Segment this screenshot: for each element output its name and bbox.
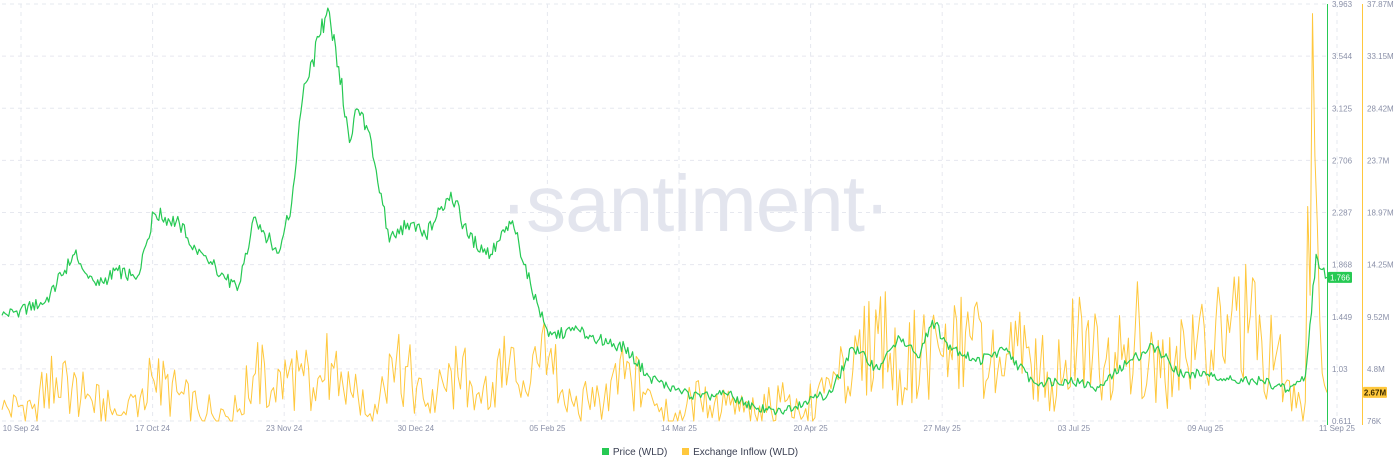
inflow-series-layer: [1, 13, 1328, 422]
inflow-current-badge: [1363, 386, 1387, 398]
chart-canvas: ·santiment· 3.963 37.87M 3.544 33.15M 3.125 2…: [1, 0, 1394, 433]
price-swatch: [601, 447, 609, 455]
x-axis-tick: 14 Mar 25: [661, 424, 698, 433]
inflow-axis-tick: 33.15M: [1367, 52, 1394, 61]
x-axis-tick: 30 Dec 24: [398, 424, 435, 433]
price-axis-tick: 3.963: [1332, 0, 1353, 9]
chart-grid: [2, 3, 1338, 422]
x-axis-tick: 09 Aug 25: [1187, 424, 1224, 433]
price-axis-tick: 3.125: [1332, 104, 1353, 113]
legend-price-label: Price (WLD): [612, 447, 668, 458]
price-current-value: 1.766: [1330, 273, 1351, 282]
x-axis-tick: 17 Oct 24: [135, 424, 170, 433]
inflow-swatch: [682, 447, 690, 455]
inflow-axis-tick: 14.25M: [1367, 261, 1394, 270]
price-axis-tick: 1.449: [1332, 313, 1353, 322]
x-axis-tick: 03 Jul 25: [1058, 424, 1091, 433]
legend-item-price[interactable]: Price (WLD): [601, 447, 668, 458]
inflow-axis-tick: 23.7M: [1367, 156, 1390, 165]
x-axis-tick: 10 Sep 24: [3, 424, 40, 433]
x-axis-tick: 23 Nov 24: [266, 424, 303, 433]
inflow-axis-tick: 9.52M: [1367, 313, 1390, 322]
price-axis-tick: 2.706: [1332, 156, 1353, 165]
x-axis-tick: 11 Sep 25: [1319, 424, 1355, 433]
inflow-axis-tick: 76K: [1367, 417, 1382, 426]
price-series-layer: [1, 7, 1328, 416]
inflow-axis-tick: 18.97M: [1367, 209, 1394, 218]
price-axis-tick: 0.611: [1332, 417, 1352, 426]
legend-inflow-label: Exchange Inflow (WLD): [693, 447, 799, 458]
santiment-watermark: ·santiment·: [500, 159, 889, 248]
inflow-current-value: 2.67M: [1364, 388, 1387, 397]
inflow-axis-tick: 4.8M: [1367, 365, 1385, 374]
inflow-axis-tick: 37.87M: [1367, 0, 1394, 9]
chart-legend: Price (WLD) Exchange Inflow (WLD): [0, 447, 1400, 458]
price-axis-tick: 1.868: [1332, 261, 1353, 270]
legend-item-inflow[interactable]: Exchange Inflow (WLD): [682, 447, 798, 458]
price-axis-tick: 1.03: [1332, 365, 1348, 374]
price-axis-tick: 3.544: [1332, 52, 1353, 61]
inflow-line: [1, 13, 1328, 422]
axis-badges: 1.766 2.67M: [1328, 271, 1387, 398]
price-current-badge: [1328, 271, 1352, 283]
chart-axes: 3.963 37.87M 3.544 33.15M 3.125 28.42M 2.706 23…: [3, 0, 1394, 433]
x-axis-tick: 20 Apr 25: [793, 424, 828, 433]
inflow-axis-tick: 28.42M: [1367, 104, 1394, 113]
price-line: [1, 7, 1328, 416]
price-axis-tick: 2.287: [1332, 209, 1353, 218]
x-axis-tick: 05 Feb 25: [529, 424, 566, 433]
x-axis-tick: 27 May 25: [924, 424, 962, 433]
